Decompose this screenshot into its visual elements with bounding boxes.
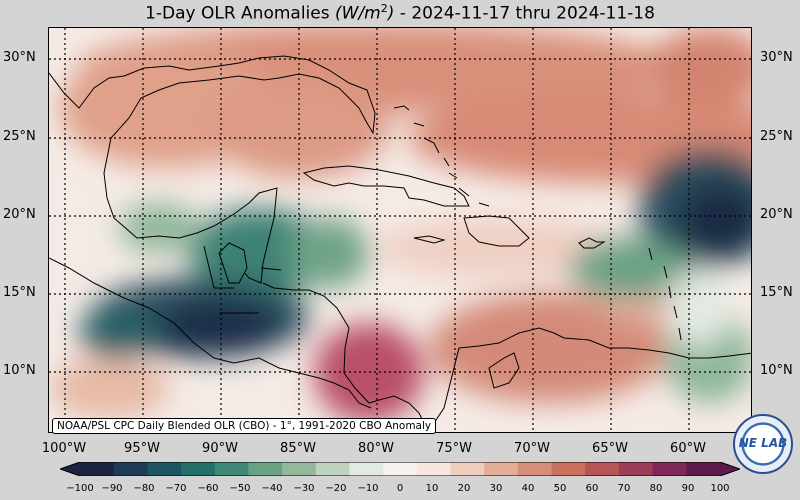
colorbar-tick-label: 0 [396, 483, 404, 494]
colorbar-segment [383, 462, 418, 476]
colorbar-extend-low [60, 462, 80, 476]
colorbar-segment [517, 462, 553, 476]
coastlines [49, 55, 751, 432]
colorbar-tick-label: 90 [681, 483, 695, 494]
colorbar [60, 462, 740, 476]
colorbar-tick-label: 20 [457, 483, 471, 494]
colorbar-tick-label: −90 [101, 483, 123, 494]
lat-label-left: 20°N [3, 207, 36, 222]
colorbar-tick-label: −100 [66, 483, 94, 494]
colorbar-segments [60, 462, 740, 476]
lon-label: 70°W [514, 441, 550, 456]
colorbar-tick-label: −60 [197, 483, 219, 494]
colorbar-tick-label: 60 [585, 483, 599, 494]
lat-label-left: 15°N [3, 285, 36, 300]
title-unit-close: ) [387, 3, 395, 24]
anomaly-map [48, 27, 752, 433]
colorbar-tick-label: 40 [521, 483, 535, 494]
anomaly-field [49, 28, 751, 423]
colorbar-segment [248, 462, 283, 476]
colorbar-segment [282, 462, 317, 476]
title-unit: (W/m [335, 3, 381, 24]
lat-label-right: 30°N [760, 50, 793, 65]
colorbar-segment [450, 462, 485, 476]
colorbar-tick-label: 100 [710, 483, 730, 494]
noaa-nelab-logo: NE LAB [733, 414, 793, 474]
lon-label: 60°W [670, 441, 706, 456]
colorbar-tick-label: 80 [649, 483, 663, 494]
lon-label: 80°W [358, 441, 394, 456]
colorbar-tick-label: −10 [357, 483, 379, 494]
lat-label-right: 20°N [760, 207, 793, 222]
lon-label: 75°W [436, 441, 472, 456]
colorbar-segment [147, 462, 182, 476]
lat-label-left: 30°N [3, 50, 36, 65]
colorbar-extend-high [720, 462, 740, 476]
colorbar-segment [416, 462, 452, 476]
map-canvas [49, 28, 751, 432]
lat-label-left: 10°N [3, 363, 36, 378]
lat-label-right: 10°N [760, 363, 793, 378]
colorbar-tick-label: −50 [229, 483, 251, 494]
colorbar-segment [585, 462, 620, 476]
map-title: 1-Day OLR Anomalies (W/m2) - 2024-11-17 … [0, 2, 800, 24]
colorbar-tick-label: −40 [261, 483, 283, 494]
lat-label-right: 15°N [760, 285, 793, 300]
colorbar-segment [113, 462, 148, 476]
lon-label: 65°W [592, 441, 628, 456]
colorbar-tick-label: 70 [617, 483, 631, 494]
logo-text: NE LAB [738, 436, 788, 450]
colorbar-segment [618, 462, 654, 476]
title-main: 1-Day OLR Anomalies [145, 3, 330, 24]
graticule [49, 28, 751, 432]
lat-label-right: 25°N [760, 129, 793, 144]
lon-label: 90°W [202, 441, 238, 456]
colorbar-segment [349, 462, 384, 476]
colorbar-tick-label: −70 [165, 483, 187, 494]
colorbar-tick-label: 10 [425, 483, 439, 494]
colorbar-segment [686, 462, 721, 476]
colorbar-segment [214, 462, 249, 476]
title-unit-exponent: 2 [380, 2, 388, 15]
colorbar-segment [652, 462, 687, 476]
colorbar-segment [484, 462, 519, 476]
colorbar-segment [80, 462, 115, 476]
colorbar-tick-label: −80 [133, 483, 155, 494]
colorbar-tick-label: 50 [553, 483, 567, 494]
lon-label: 85°W [280, 441, 316, 456]
colorbar-tick-label: −30 [293, 483, 315, 494]
colorbar-segment [315, 462, 350, 476]
colorbar-tick-label: 30 [489, 483, 503, 494]
lat-label-left: 25°N [3, 129, 36, 144]
lon-label: 95°W [124, 441, 160, 456]
lon-label: 100°W [41, 441, 87, 456]
source-note: NOAA/PSL CPC Daily Blended OLR (CBO) - 1… [52, 418, 437, 434]
colorbar-tick-label: −20 [325, 483, 347, 494]
colorbar-segment [181, 462, 216, 476]
title-dates: - 2024-11-17 thru 2024-11-18 [394, 3, 655, 24]
colorbar-segment [551, 462, 586, 476]
